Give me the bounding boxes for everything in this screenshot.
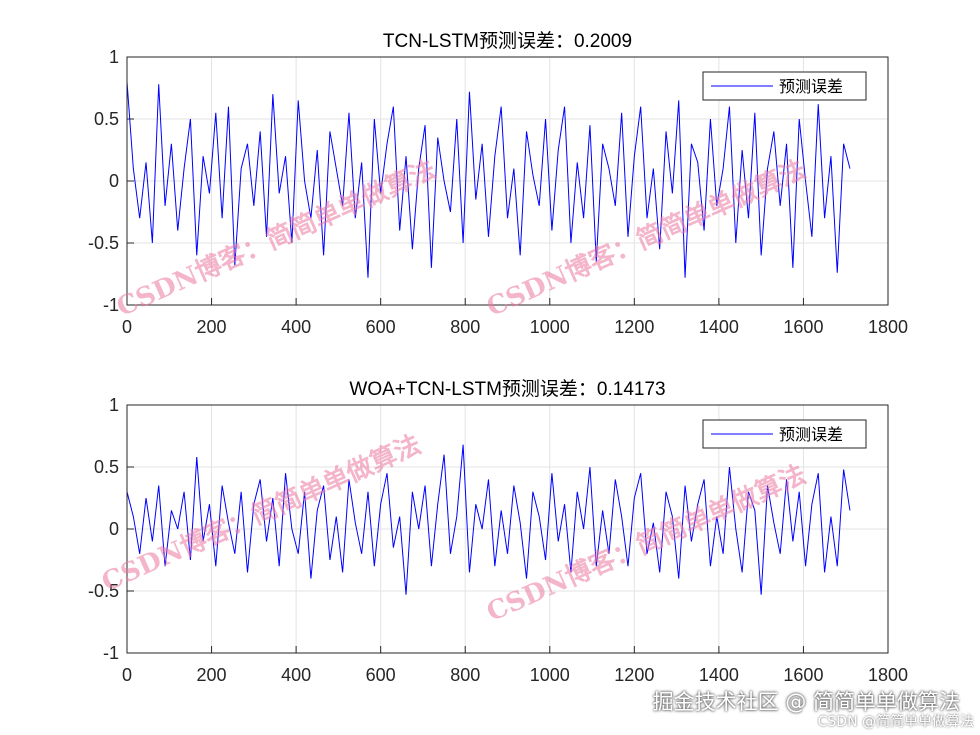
y-tick-label: -1: [103, 295, 119, 315]
x-tick-label: 800: [450, 665, 480, 685]
x-tick-label: 1800: [868, 665, 908, 685]
y-tick-label: -0.5: [88, 233, 119, 253]
y-tick-label: 0: [109, 171, 119, 191]
juejin-watermark: 掘金技术社区 @ 简简单单做算法: [652, 690, 960, 714]
x-tick-label: 1600: [783, 317, 823, 337]
x-tick-label: 1200: [614, 317, 654, 337]
x-tick-label: 400: [281, 317, 311, 337]
x-tick-label: 0: [122, 317, 132, 337]
y-tick-label: 1: [109, 47, 119, 67]
y-tick-label: 0.5: [94, 109, 119, 129]
x-tick-label: 1800: [868, 317, 908, 337]
x-tick-label: 1400: [699, 665, 739, 685]
x-tick-label: 1000: [530, 665, 570, 685]
y-tick-label: 0: [109, 519, 119, 539]
axes-box: [126, 56, 889, 306]
x-tick-label: 600: [366, 665, 396, 685]
x-tick-label: 1000: [530, 317, 570, 337]
x-tick-label: 1600: [783, 665, 823, 685]
legend-label: 预测误差: [779, 77, 843, 96]
y-tick-label: -0.5: [88, 581, 119, 601]
x-tick-label: 1200: [614, 665, 654, 685]
x-tick-label: 400: [281, 665, 311, 685]
y-tick-label: 1: [109, 395, 119, 415]
chart-title: WOA+TCN-LSTM预测误差：0.14173: [349, 378, 665, 400]
x-tick-label: 800: [450, 317, 480, 337]
y-tick-label: 0.5: [94, 457, 119, 477]
series-line: [126, 444, 851, 595]
x-tick-label: 200: [197, 665, 227, 685]
x-tick-label: 600: [366, 317, 396, 337]
csdn-watermark: CSDN @简简单单做算法: [817, 714, 974, 730]
y-tick-label: -1: [103, 643, 119, 663]
x-tick-label: 0: [122, 665, 132, 685]
x-tick-label: 1400: [699, 317, 739, 337]
series-line: [126, 81, 851, 278]
chart-title: TCN-LSTM预测误差：0.2009: [383, 30, 632, 52]
axes-box: [126, 404, 889, 654]
x-tick-label: 200: [197, 317, 227, 337]
legend-label: 预测误差: [779, 425, 843, 444]
